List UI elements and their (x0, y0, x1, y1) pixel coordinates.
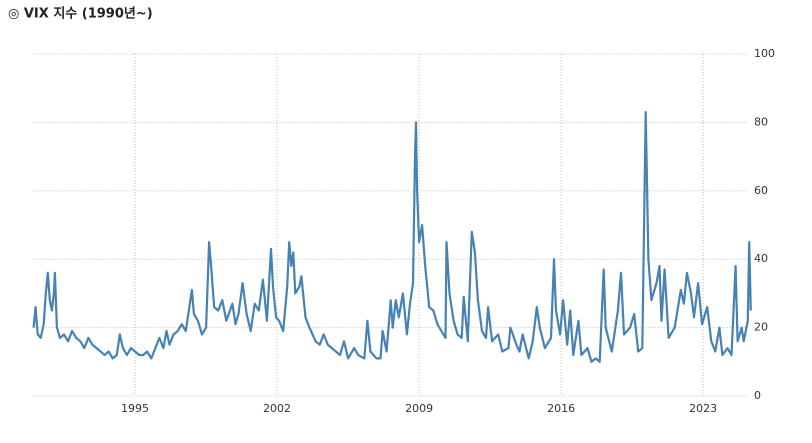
y-tick-label: 20 (754, 321, 768, 334)
y-tick-label: 0 (754, 389, 761, 402)
series-line (32, 111, 752, 363)
y-tick-label: 100 (754, 47, 775, 60)
x-tick-label: 2023 (689, 402, 717, 415)
x-tick-label: 2002 (263, 402, 291, 415)
chart-title: ◎ VIX 지수 (1990년~) (8, 7, 153, 22)
x-tick-label: 2016 (547, 402, 575, 415)
y-tick-label: 80 (754, 115, 768, 128)
x-tick-label: 1995 (121, 402, 149, 415)
x-tick-label: 2009 (405, 402, 433, 415)
y-tick-label: 60 (754, 184, 768, 197)
y-tick-label: 40 (754, 252, 768, 265)
